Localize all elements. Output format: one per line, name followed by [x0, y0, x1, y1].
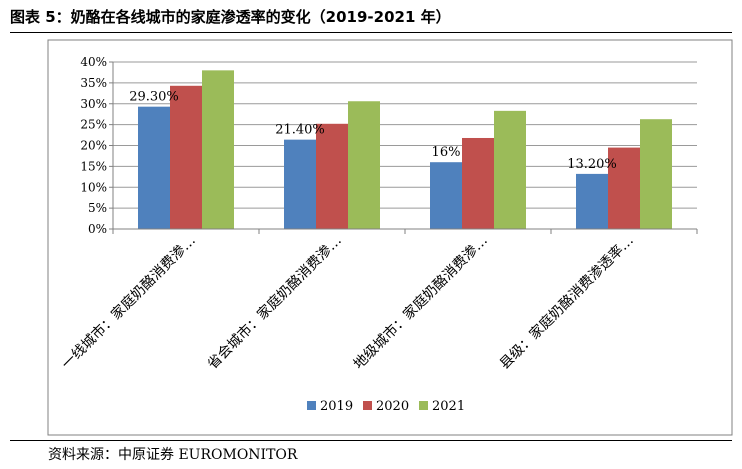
legend-swatch	[419, 401, 428, 410]
title-rule	[10, 32, 732, 33]
y-tick-label: 15%	[80, 159, 107, 173]
y-tick-label: 0%	[88, 222, 107, 236]
bar	[494, 110, 526, 229]
y-tick-label: 5%	[88, 201, 107, 215]
bar	[138, 106, 170, 229]
legend-swatch	[307, 401, 316, 410]
data-label: 16%	[432, 145, 461, 160]
legend-label: 2019	[320, 399, 353, 414]
bar	[576, 173, 608, 229]
y-tick-label: 25%	[80, 118, 107, 132]
bar	[284, 139, 316, 229]
bars	[138, 70, 672, 229]
legend-label: 2021	[432, 399, 465, 414]
y-tick-label: 30%	[80, 97, 107, 111]
data-labels: 29.30% 21.40% 16% 13.20%	[129, 90, 617, 172]
y-tick-label: 20%	[80, 139, 107, 153]
data-label: 29.30%	[129, 90, 179, 105]
source-note: 资料来源：中原证券 EUROMONITOR	[48, 447, 298, 463]
legend-swatch	[363, 401, 372, 410]
bar	[170, 85, 202, 229]
source-rule	[10, 440, 732, 441]
y-axis: 0% 5% 10% 15% 20% 25% 30% 35% 40%	[80, 55, 114, 236]
bar	[640, 119, 672, 229]
legend-label: 2020	[376, 399, 409, 414]
data-label: 21.40%	[275, 123, 325, 138]
y-tick-label: 40%	[80, 55, 107, 69]
bar	[316, 123, 348, 229]
bar	[608, 147, 640, 229]
bar-chart: 0% 5% 10% 15% 20% 25% 30% 35% 40% 29.30% 21.40% 16…	[47, 39, 733, 436]
data-label: 13.20%	[567, 157, 617, 172]
y-tick-label: 35%	[80, 76, 107, 90]
chart-frame	[47, 39, 733, 436]
figure-title: 图表 5：奶酪在各线城市的家庭渗透率的变化（2019-2021 年）	[10, 8, 451, 26]
bar	[430, 162, 462, 229]
y-tick-label: 10%	[80, 180, 107, 194]
legend: 2019 2020 2021	[307, 399, 465, 414]
bar	[348, 101, 380, 229]
bar	[202, 70, 234, 229]
bar	[462, 137, 494, 229]
